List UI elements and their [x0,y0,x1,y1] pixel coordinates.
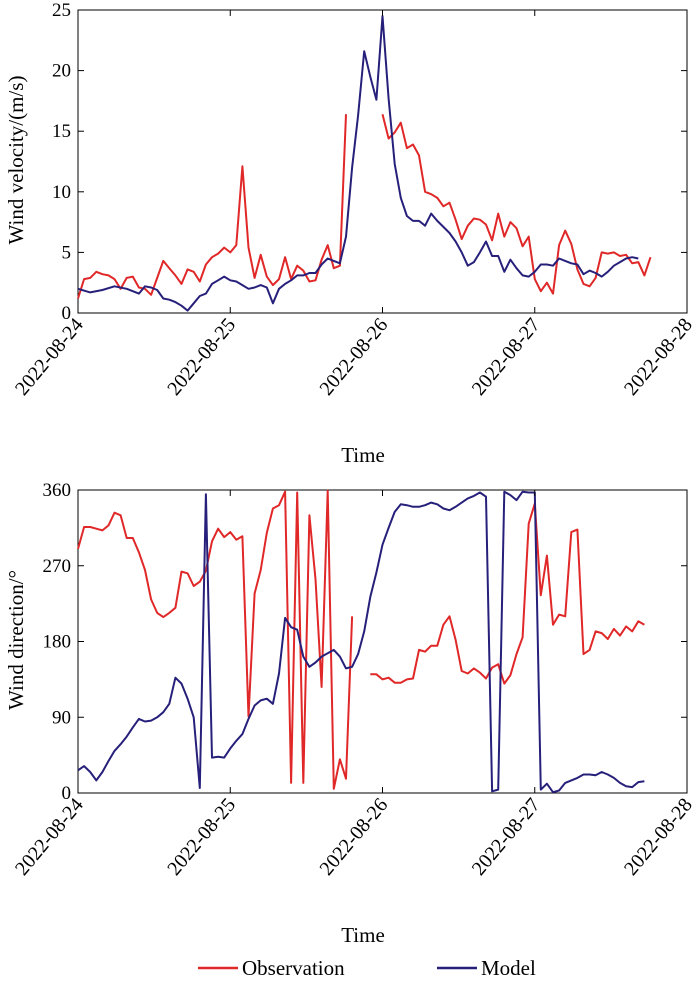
legend: Observation Model [198,956,536,980]
y-tick-label: 270 [43,556,72,577]
x-tick-label: 2022-08-27 [468,314,545,400]
y-tick-label: 5 [62,242,72,263]
x-tick-label: 2022-08-26 [315,794,392,880]
y-tick-label: 0 [62,303,72,324]
series-line-model [77,15,639,312]
x-tick-label: 2022-08-27 [468,794,545,880]
x-tick-label: 2022-08-26 [315,314,392,400]
legend-label-model: Model [481,956,536,980]
y-tick-label: 90 [52,707,71,728]
y-tick-label: 180 [43,632,72,653]
x-axis-title-top: Time [341,443,385,467]
plot-frame [77,489,688,794]
y-tick-label: 15 [52,121,71,142]
ticks-group-bottom: 2022-08-24 2022-08-25 2022-08-26 2022-08-27… [11,480,697,880]
y-tick-label: 0 [62,783,72,804]
ticks-group-top: 2022-08-24 2022-08-25 2022-08-26 2022-08-27… [11,0,697,400]
series-line-observation [77,489,645,790]
x-axis-title-bottom: Time [341,923,385,947]
chart-top: 2022-08-24 2022-08-25 2022-08-26 2022-08-27… [4,0,697,467]
x-tick-label: 2022-08-25 [163,794,240,880]
series-group-top [77,15,652,312]
plot-area-bottom [77,489,688,794]
legend-label-observation: Observation [242,956,345,980]
y-tick-label: 360 [43,480,72,501]
x-tick-label: 2022-08-24 [11,314,88,400]
y-tick-label: 25 [52,0,71,21]
y-axis-title-top: Wind velocity/(m/s) [4,76,28,245]
y-tick-label: 10 [52,182,71,203]
y-tick-label: 20 [52,61,71,82]
series-group-bottom [77,489,645,794]
y-axis-title-bottom: Wind direction/° [4,570,28,710]
x-tick-label: 2022-08-25 [163,314,240,400]
x-tick-label: 2022-08-24 [11,794,88,880]
chart-bottom: 2022-08-24 2022-08-25 2022-08-26 2022-08-27… [4,480,697,947]
series-line-observation [77,113,652,299]
x-tick-label: 2022-08-28 [620,314,697,400]
x-tick-label: 2022-08-28 [620,794,697,880]
series-line-model [77,490,645,794]
